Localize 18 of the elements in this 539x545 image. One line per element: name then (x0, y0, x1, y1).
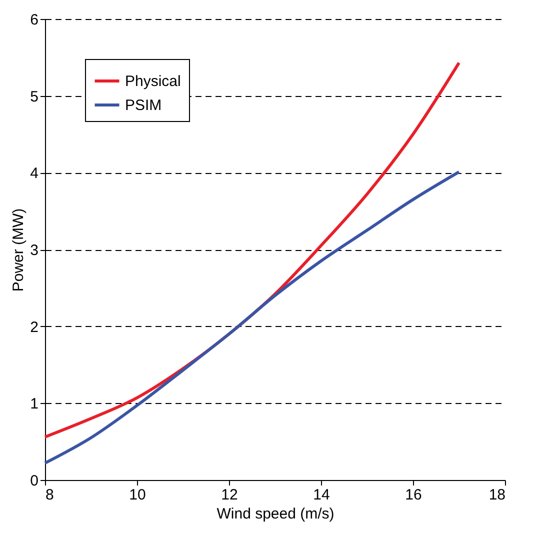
y-axis-title: Power (MW) (10, 208, 28, 292)
y-tick-label: 0 (30, 472, 38, 490)
y-tick-label: 5 (30, 88, 38, 106)
x-tick-label: 14 (313, 486, 330, 504)
line-series (44, 170, 460, 465)
y-tick-label: 6 (30, 12, 38, 28)
x-axis-title: Wind speed (m/s) (216, 506, 334, 522)
x-tick-label: 12 (221, 486, 238, 504)
y-tick-label: 4 (30, 165, 38, 182)
x-tick-label: 10 (129, 486, 146, 504)
x-tick-label: 8 (46, 486, 54, 504)
x-tick-label: 16 (405, 486, 422, 504)
legend-label: PSIM (125, 97, 162, 114)
legend-label: Physical (125, 73, 181, 90)
y-tick-label: 2 (30, 318, 38, 336)
x-tick-label: 18 (488, 486, 506, 504)
y-tick-label: 1 (30, 396, 38, 413)
y-tick-label: 3 (30, 242, 38, 259)
